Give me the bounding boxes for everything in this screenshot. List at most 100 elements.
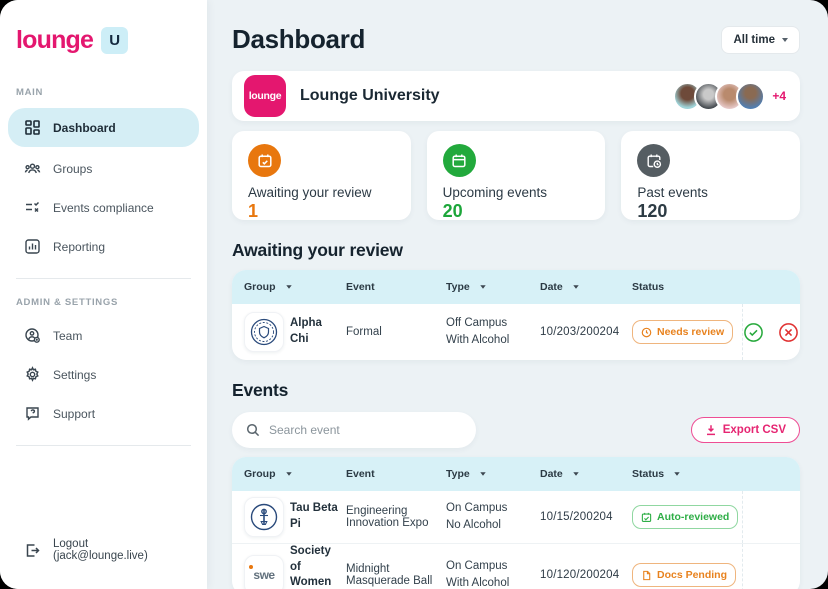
column-label: Group [244,281,276,293]
document-icon [643,570,651,580]
bar-chart-icon [24,238,41,255]
groups-icon [24,160,41,177]
university-logo-text: lounge [248,90,282,102]
calendar-review-icon [248,144,281,177]
x-circle-icon [779,322,798,342]
sort-caret-icon [480,285,486,289]
event-name: Engineering Innovation Expo [346,505,429,529]
export-csv-button[interactable]: Export CSV [690,417,800,443]
sidebar-item-team[interactable]: Team [8,318,199,353]
type-campus: Off Campus [446,316,508,329]
event-date: 10/120/200204 [540,569,620,582]
column-label: Status [632,468,665,480]
group-name: Alpha Chi [290,317,322,345]
column-label: Event [346,468,375,480]
avatar [736,81,766,111]
university-card: lounge Lounge University +4 [232,71,800,121]
export-csv-label: Export CSV [722,424,786,436]
help-bubble-icon [24,405,41,422]
column-label: Group [244,468,276,480]
column-header-date[interactable]: Date [540,281,632,293]
team-member-icon [24,327,41,344]
status-label: Docs Pending [657,569,728,582]
stat-card-awaiting-review: Awaiting your review 1 [232,131,411,221]
sidebar-item-events-compliance[interactable]: Events compliance [8,190,199,225]
stat-value: 120 [637,201,668,221]
status-cell: Docs Pending [632,563,742,588]
event-name: Formal [346,326,382,338]
reject-button[interactable] [778,322,799,343]
sidebar-item-reporting[interactable]: Reporting [8,229,199,264]
row-actions [742,304,800,360]
sidebar-divider [16,445,191,446]
column-header-group[interactable]: Group [244,281,346,293]
column-header-type[interactable]: Type [446,468,540,480]
sort-caret-icon [285,472,292,476]
time-filter-dropdown[interactable]: All time [721,25,800,54]
status-cell: Auto-reviewed [632,505,742,529]
table-row[interactable]: Tau Beta Pi Engineering Innovation Expo … [232,491,800,543]
calendar-icon [442,144,476,177]
type-campus: On Campus [446,559,508,572]
sidebar: lounge U MAIN Dashboard Groups [0,0,207,589]
event-type: On Campus No Alcohol [446,500,540,535]
review-table: Group Event Type Date Status [232,270,800,360]
lounge-wordmark: lounge [16,26,94,54]
sidebar-item-support[interactable]: Support [8,396,199,431]
logout-label: Logout (jack@lounge.live) [53,538,148,562]
sidebar-item-groups[interactable]: Groups [8,151,199,186]
events-table-header: Group Event Type Date Status [232,457,800,491]
sidebar-item-label: Support [53,406,96,421]
group-logo-cell [244,497,290,537]
row-actions [742,544,800,589]
status-badge: Needs review [632,320,734,344]
sidebar-item-label: Events compliance [53,200,154,215]
stat-card-upcoming-events: Upcoming events 20 [426,131,606,221]
extra-avatars-count: +4 [772,89,786,103]
search-icon [246,423,260,437]
status-label: Auto-reviewed [657,511,730,523]
events-table: Group Event Type Date Status [232,457,800,589]
column-header-status: Status [632,281,742,293]
column-header-group[interactable]: Group [244,468,346,480]
tau-beta-pi-logo-icon [244,497,284,537]
review-table-header: Group Event Type Date Status [232,270,800,304]
sort-caret-icon [285,285,292,289]
column-header-status[interactable]: Status [632,468,742,480]
stat-label: Awaiting your review [248,185,372,200]
stat-value: 1 [248,201,259,221]
logout-button[interactable]: Logout (jack@lounge.live) [8,529,199,571]
page-title: Dashboard [232,24,366,54]
nav-section-admin-label: ADMIN & SETTINGS [16,297,118,308]
search-field[interactable] [232,412,476,448]
time-filter-value: All time [733,33,775,46]
stat-card-past-events: Past events 120 [621,131,800,221]
event-date: 10/203/200204 [540,326,620,338]
stat-label: Past events [637,185,708,200]
sidebar-item-settings[interactable]: Settings [8,357,199,392]
university-letter-badge: U [101,27,129,54]
chevron-down-icon [782,37,788,42]
approve-button[interactable] [743,322,764,343]
group-name: Society of Women Engineers [290,545,332,589]
sidebar-item-label: Dashboard [53,120,116,135]
sidebar-item-dashboard[interactable]: Dashboard [8,108,199,147]
type-alcohol: With Alcohol [446,334,510,346]
university-logo: lounge [244,75,286,117]
sort-caret-icon [674,472,680,476]
download-icon [706,425,715,436]
table-row[interactable]: swe Society of Women Engineers Midnight … [232,543,800,589]
search-input[interactable] [269,423,462,437]
group-logo-cell: swe [244,555,290,589]
sort-caret-icon [573,472,579,476]
row-actions [742,491,800,543]
column-header-event: Event [346,281,446,293]
column-header-date[interactable]: Date [540,468,632,480]
topbar: Dashboard All time [232,24,800,55]
sort-caret-icon [480,472,486,476]
table-row[interactable]: Alpha Chi Formal Off Campus With Alcohol… [232,304,800,360]
member-avatars: +4 [673,81,786,111]
sidebar-item-label: Settings [53,367,97,382]
column-header-type[interactable]: Type [446,281,540,293]
